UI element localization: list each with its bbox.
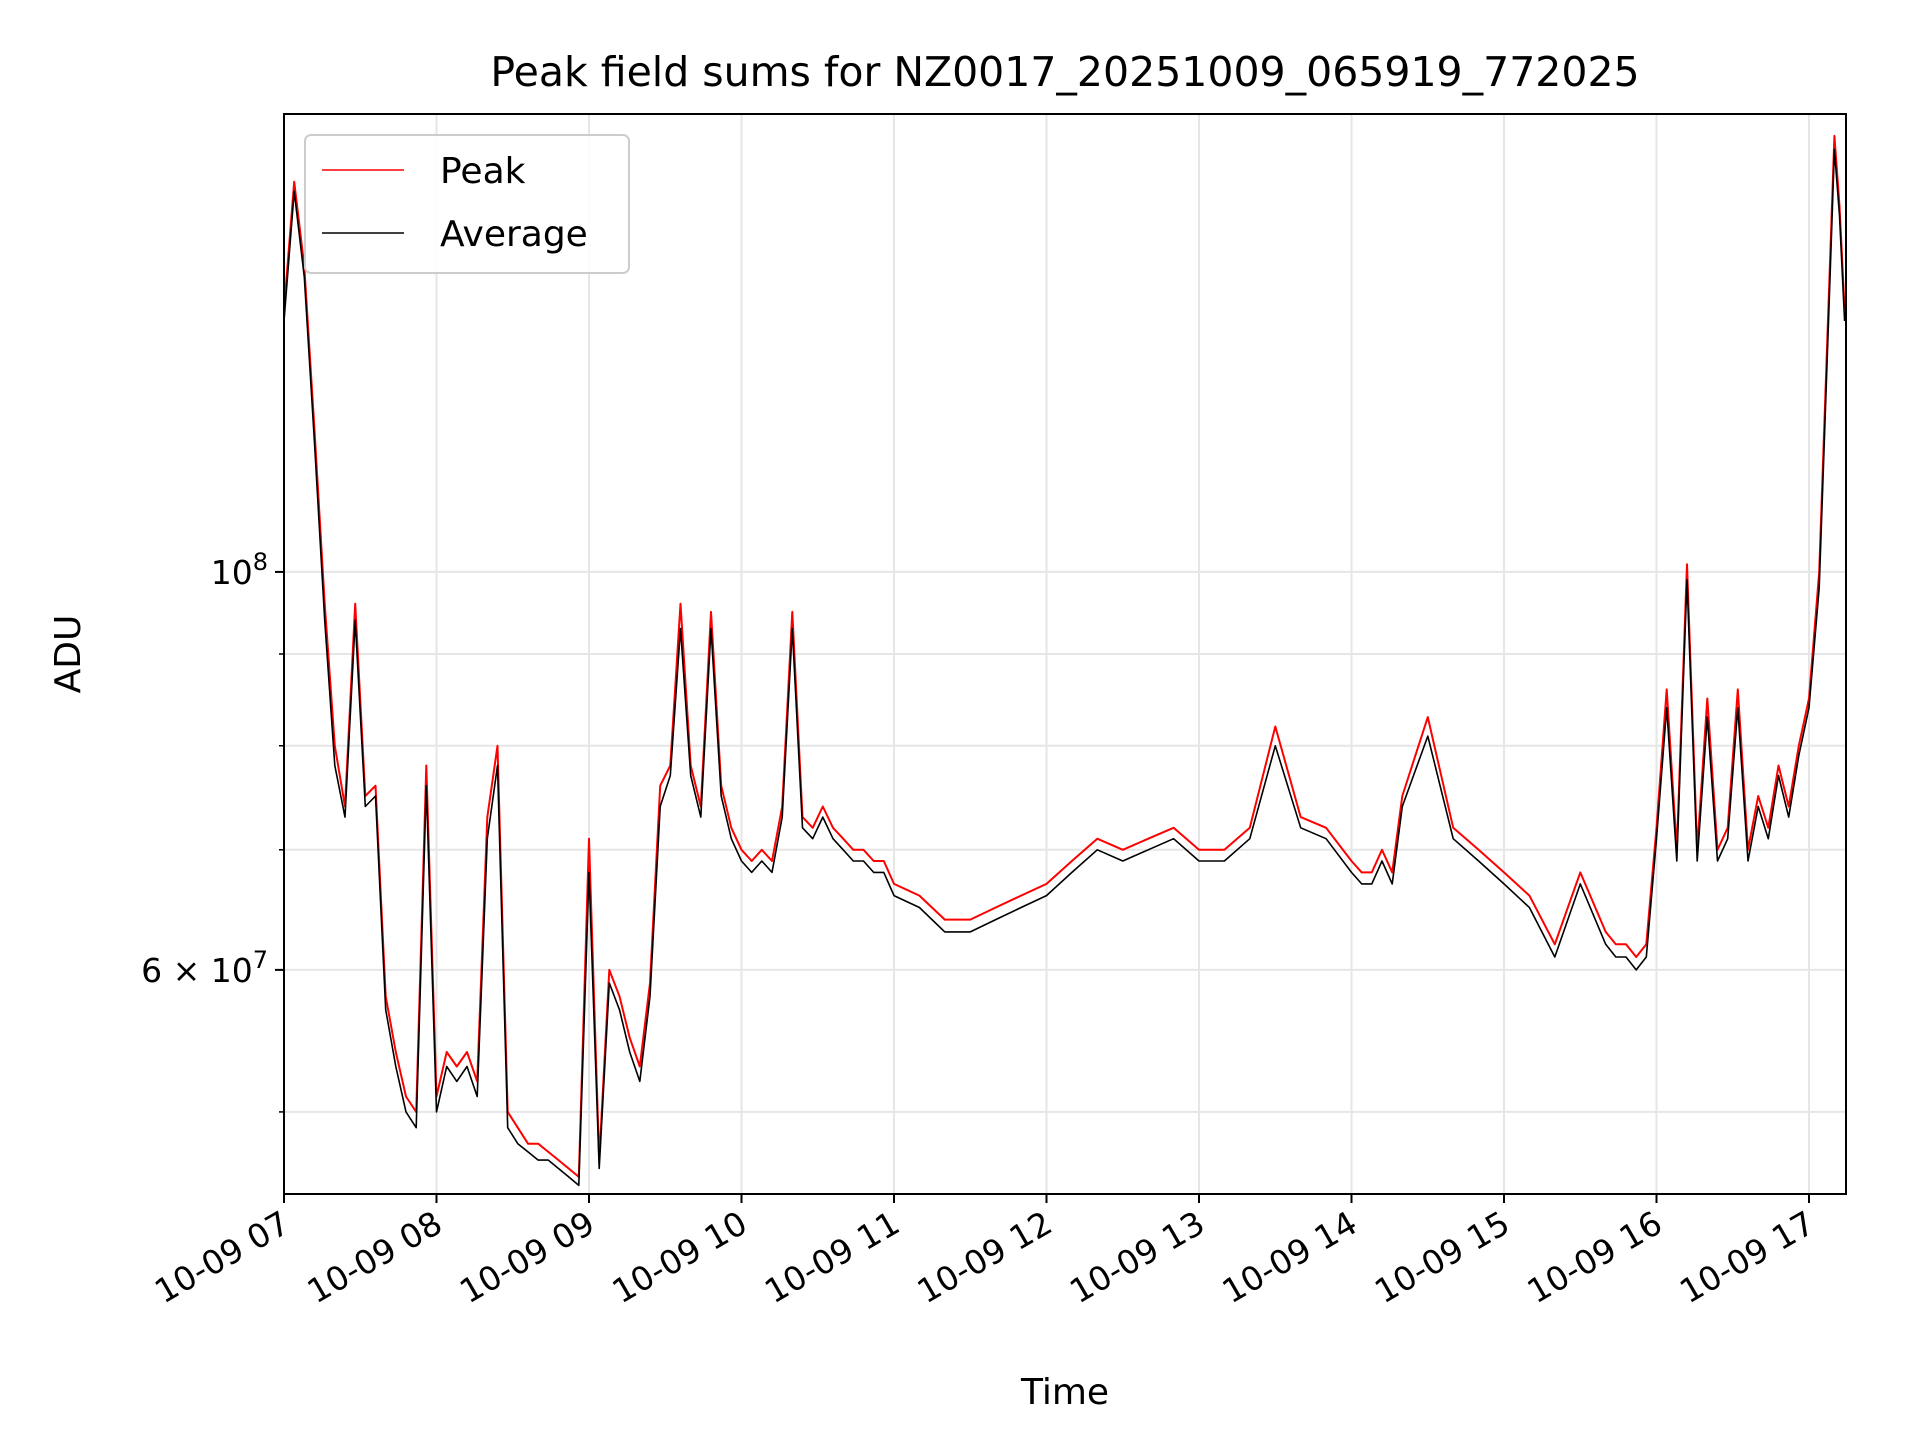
plot-lines (283, 134, 1846, 1187)
y-tick-label: 6 × 107 (141, 946, 268, 990)
legend: Peak Average (304, 134, 630, 274)
y-tick-label: 108 (211, 548, 268, 592)
series-line-average (283, 148, 1846, 1187)
chart-title: Peak field sums for NZ0017_20251009_0659… (490, 48, 1639, 96)
y-axis: 108 6 × 107 (141, 548, 284, 1113)
grid (283, 114, 1846, 1194)
legend-label-average: Average (440, 214, 588, 255)
legend-label-peak: Peak (440, 151, 526, 192)
x-axis-label: Time (1020, 1372, 1109, 1413)
y-axis-label: ADU (48, 615, 89, 694)
